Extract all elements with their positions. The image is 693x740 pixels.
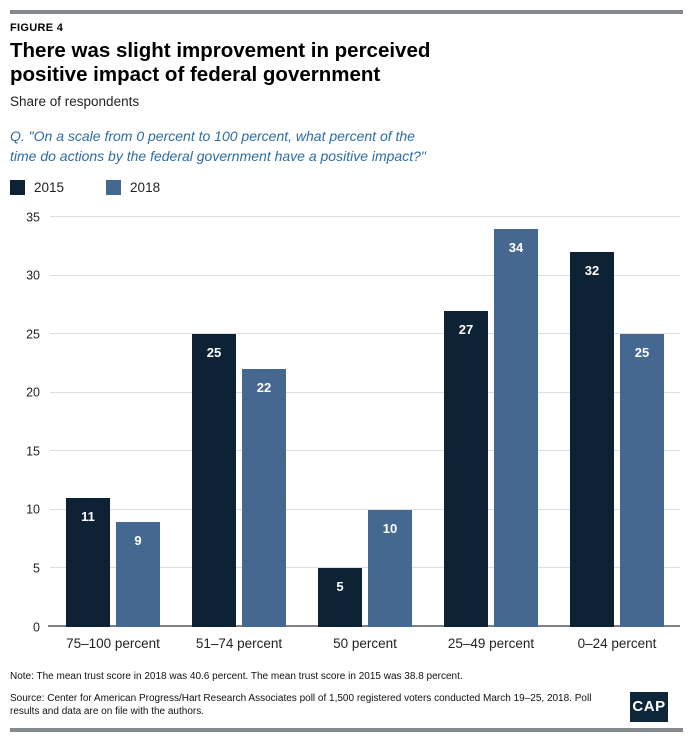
y-tick-label: 35	[26, 209, 40, 224]
bar-2015-0–24-percent: 32	[570, 252, 614, 627]
bar-value-label: 9	[134, 532, 142, 548]
y-tick-label: 20	[26, 385, 40, 400]
x-axis-labels: 75–100 percent 51–74 percent 50 percent 25–…	[50, 636, 680, 651]
x-axis-label: 75–100 percent	[66, 636, 160, 651]
legend: 2015 2018	[10, 180, 683, 195]
y-tick-label: 25	[26, 326, 40, 341]
gridline	[50, 333, 680, 335]
bar-2015-25–49-percent: 27	[444, 310, 488, 627]
x-axis-label: 0–24 percent	[577, 636, 657, 651]
bar-value-label: 32	[584, 263, 600, 279]
bar-2015-75–100-percent: 11	[66, 498, 110, 627]
y-tick-label: 0	[33, 619, 40, 634]
bar-2015-51–74-percent: 25	[192, 334, 236, 627]
x-axis-label: 25–49 percent	[447, 636, 535, 651]
bar-value-label: 11	[81, 509, 95, 525]
gridline	[50, 391, 680, 393]
source-row: Source: Center for American Progress/Har…	[10, 691, 683, 722]
legend-item-2015: 2015	[10, 180, 64, 195]
bottom-divider	[10, 727, 683, 732]
bar-group: 5 10	[302, 217, 428, 627]
x-axis-label: 50 percent	[333, 636, 397, 651]
cap-logo: CAP	[630, 691, 668, 722]
figure-label: FIGURE 4	[10, 22, 64, 34]
gridline	[50, 450, 680, 452]
bar-2018-51–74-percent: 22	[242, 369, 286, 627]
bar-2018-75–100-percent: 9	[116, 521, 160, 627]
gridline	[50, 274, 680, 276]
bar-2018-0–24-percent: 25	[620, 334, 664, 627]
survey-question: Q. "On a scale from 0 percent to 100 per…	[10, 127, 426, 164]
y-tick-label: 10	[26, 502, 40, 517]
source-text: Source: Center for American Progress/Har…	[10, 692, 592, 717]
gridline	[50, 508, 680, 510]
bar-value-label: 10	[382, 520, 398, 536]
bar-chart: 0 5 10 15 20 25 30 35 11 9 25 22 5 10 27 34 32 25 75–100 …	[10, 211, 683, 651]
bar-2015-50-percent: 5	[318, 568, 362, 627]
y-tick-label: 30	[26, 268, 40, 283]
bar-value-label: 25	[206, 345, 222, 361]
y-tick-label: 5	[33, 561, 40, 576]
bar-2018-25–49-percent: 34	[494, 228, 538, 627]
bar-group: 25 22	[176, 217, 302, 627]
legend-label: 2015	[34, 180, 65, 195]
bar-value-label: 5	[336, 579, 344, 595]
bar-value-label: 22	[256, 380, 272, 396]
bar-value-label: 25	[634, 345, 650, 361]
plot-area: 0 5 10 15 20 25 30 35 11 9 25 22 5 10 27 34 32 25	[26, 211, 680, 633]
chart-title: There was slight improvement in perceive…	[10, 39, 431, 86]
top-divider	[10, 10, 683, 14]
chart-subtitle: Share of respondents	[10, 93, 140, 109]
legend-swatch	[10, 180, 25, 195]
legend-label: 2018	[130, 180, 161, 195]
legend-item-2018: 2018	[106, 180, 160, 195]
gridline	[50, 216, 680, 217]
gridline	[50, 567, 680, 569]
y-tick-label: 15	[26, 444, 40, 459]
x-axis-label: 51–74 percent	[195, 636, 283, 651]
bar-group: 27 34	[428, 217, 554, 627]
bar-value-label: 34	[508, 239, 524, 255]
note-text: Note: The mean trust score in 2018 was 4…	[10, 671, 463, 682]
bar-group: 11 9	[50, 217, 176, 627]
x-axis-line	[48, 625, 680, 627]
bar-group: 32 25	[554, 217, 680, 627]
bar-groups: 11 9 25 22 5 10 27 34 32 25	[50, 217, 680, 627]
bar-value-label: 27	[458, 321, 474, 337]
legend-swatch	[106, 180, 122, 195]
bar-2018-50-percent: 10	[368, 509, 412, 627]
